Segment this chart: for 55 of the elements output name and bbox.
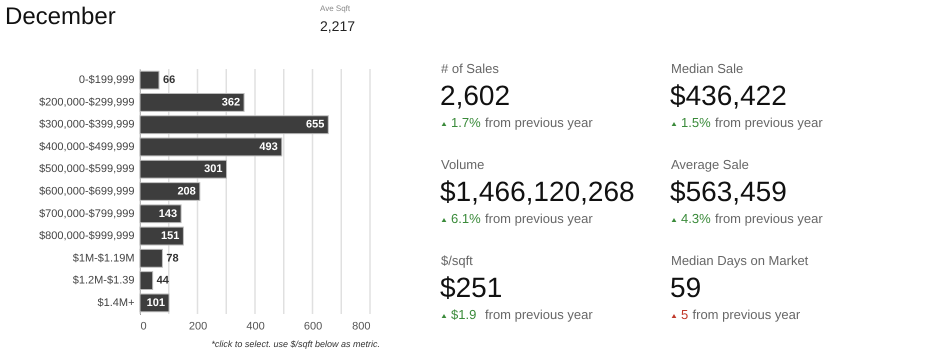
data-label: 208 <box>177 186 196 198</box>
data-label: 143 <box>158 208 178 220</box>
y-tick-label: $1.4M+ <box>98 296 134 309</box>
text: 6.1% <box>451 211 482 226</box>
data-label: 151 <box>161 230 180 242</box>
x-tick-label: 800 <box>352 320 370 332</box>
text: from previous year <box>715 115 824 130</box>
text: $563,459 <box>670 176 787 207</box>
y-tick-label: $1M-$1.19M <box>72 252 134 264</box>
text: Median Days on Market <box>671 253 809 268</box>
x-tick-label: 0 <box>140 320 147 332</box>
y-tick-label: 0-$199,999 <box>78 74 134 86</box>
y-tick-label: $800,000-$999,999 <box>39 230 134 242</box>
y-tick-label: $200,000-$299,999 <box>39 96 134 108</box>
y-tick-label: $300,000-$399,999 <box>39 118 134 131</box>
text: from previous year <box>715 211 824 226</box>
data-label: 66 <box>162 74 176 86</box>
y-tick-label: $1.2M-$1.39 <box>72 274 134 287</box>
data-label: 78 <box>166 252 179 264</box>
text: from previous year <box>485 115 594 130</box>
text: $1.9 <box>451 307 476 322</box>
text: $/sqft <box>441 253 474 268</box>
text: *click to select. use $/sqft below as metric. <box>211 339 380 349</box>
text: 1.5% <box>681 115 712 130</box>
text: 2,602 <box>440 80 510 111</box>
data-label: 655 <box>306 118 324 131</box>
text: # of Sales <box>441 61 500 76</box>
text: 4.3% <box>681 211 712 226</box>
text: $251 <box>440 272 502 303</box>
text: from previous year <box>692 307 801 322</box>
text: $1,466,120,268 <box>440 176 635 207</box>
text: Volume <box>441 157 484 172</box>
data-label: 301 <box>204 163 223 176</box>
y-tick-label: $600,000-$699,999 <box>39 186 134 198</box>
data-label: 493 <box>259 140 278 153</box>
data-label: 44 <box>156 274 170 287</box>
y-tick-label: $500,000-$599,999 <box>39 163 134 176</box>
text: 5 <box>681 307 688 322</box>
text: Ave Sqft <box>320 4 351 13</box>
text: $436,422 <box>670 80 787 111</box>
y-tick-label: $400,000-$499,999 <box>39 140 134 153</box>
data-label: 362 <box>222 96 240 108</box>
text: 1.7% <box>451 115 482 130</box>
text: 59 <box>670 272 702 303</box>
chart-title: December <box>5 3 116 30</box>
data-label: 101 <box>146 296 166 309</box>
text: 2,217 <box>320 18 356 34</box>
x-tick-label: 200 <box>188 320 208 332</box>
text: from previous year <box>485 307 594 322</box>
text: Average Sale <box>671 157 749 172</box>
x-tick-label: 400 <box>246 320 265 332</box>
text: Median Sale <box>671 61 744 76</box>
x-tick-label: 600 <box>304 320 322 332</box>
text: from previous year <box>485 211 594 226</box>
y-tick-label: $700,000-$799,999 <box>39 208 134 220</box>
